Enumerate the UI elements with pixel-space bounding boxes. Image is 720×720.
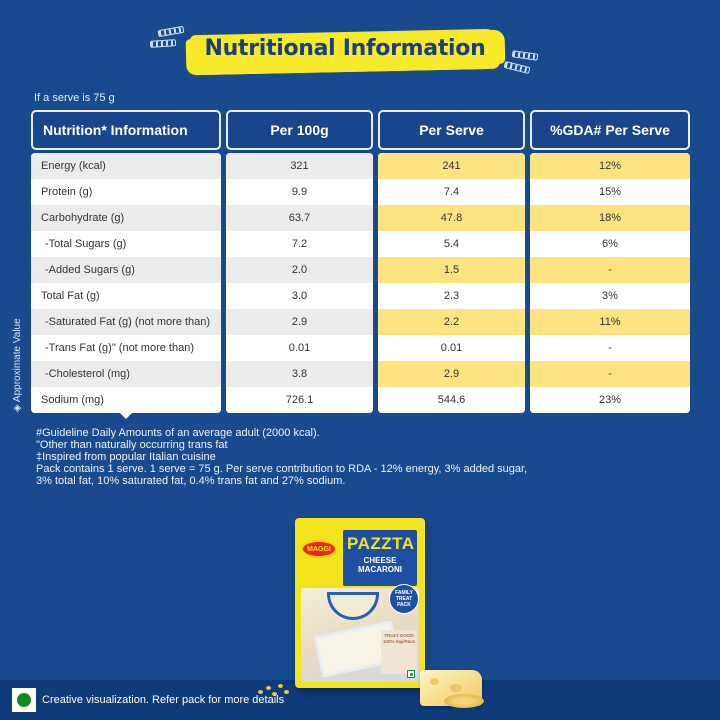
per-serve-value: 2.9: [378, 361, 525, 387]
pasta-decoration-icon: [511, 50, 539, 61]
per-serve-value: 1.5: [378, 257, 525, 283]
column-body: 12% 15% 18% 6% - 3% 11% - - 23%: [530, 153, 690, 413]
gda-value: 18%: [530, 205, 690, 231]
veg-dot: [17, 693, 31, 707]
nutrient-name: -Added Sugars (g): [31, 257, 221, 283]
product-pack-image: MAGGI PAZZTA CHEESE MACARONI FAMILY TREA…: [295, 518, 425, 688]
family-pack-badge: FAMILY TREAT PACK: [389, 584, 419, 614]
column-gda: %GDA# Per Serve 12% 15% 18% 6% - 3% 11% …: [530, 110, 690, 413]
nutrient-name: Carbohydrate (g): [31, 205, 221, 231]
variant-name: CHEESE MACARONI: [345, 556, 415, 574]
per-serve-value: 7.4: [378, 179, 525, 205]
column-per-serve: Per Serve 241 7.4 47.8 5.4 1.5 2.3 2.2 0…: [378, 110, 525, 413]
footnote-italian: ‡Inspired from popular Italian cuisine: [36, 451, 216, 463]
brand-box: [343, 530, 417, 586]
column-header-gda: %GDA# Per Serve: [530, 110, 690, 150]
per-100g-value: 0.01: [226, 335, 373, 361]
footnote-pack-line1: Pack contains 1 serve. 1 serve = 75 g. P…: [36, 463, 528, 475]
column-nutrient: Nutrition* Information Energy (kcal) Pro…: [31, 110, 221, 413]
column-body: Energy (kcal) Protein (g) Carbohydrate (…: [31, 153, 221, 413]
footnote-gda: #Guideline Daily Amounts of an average a…: [36, 427, 320, 439]
column-header-per-100g: Per 100g: [226, 110, 373, 150]
nutrient-name: -Saturated Fat (g) (not more than): [31, 309, 221, 335]
truly-good-tag: TRULY GOOD 100% Suji/Rava: [381, 630, 417, 674]
gda-value: 6%: [530, 231, 690, 257]
per-serve-value: 241: [378, 153, 525, 179]
corn-kernel-icon: [284, 690, 289, 694]
per-100g-value: 9.9: [226, 179, 373, 205]
footer-disclaimer: Creative visualization. Refer pack for m…: [42, 694, 285, 706]
table-pointer-notch: [120, 413, 132, 419]
corn-kernel-icon: [266, 686, 271, 690]
column-per-100g: Per 100g 321 9.9 63.7 7.2 2.0 3.0 2.9 0.…: [226, 110, 373, 413]
per-serve-value: 2.3: [378, 283, 525, 309]
corn-kernel-icon: [272, 692, 277, 696]
column-body: 241 7.4 47.8 5.4 1.5 2.3 2.2 0.01 2.9 54…: [378, 153, 525, 413]
nutrient-name: Energy (kcal): [31, 153, 221, 179]
per-serve-value: 0.01: [378, 335, 525, 361]
pasta-decoration-icon: [157, 25, 185, 38]
per-100g-value: 63.7: [226, 205, 373, 231]
title-banner: Nutritional Information: [149, 24, 560, 80]
serve-note: If a serve is 75 g: [34, 92, 115, 104]
veg-symbol-icon: [12, 688, 36, 712]
column-header-per-serve: Per Serve: [378, 110, 525, 150]
nutrient-name: Total Fat (g): [31, 283, 221, 309]
veg-mark-icon: [407, 670, 415, 678]
per-100g-value: 3.0: [226, 283, 373, 309]
column-header-nutrition: Nutrition* Information: [31, 110, 221, 150]
variant-line1: CHEESE: [363, 556, 397, 565]
grated-cheese-icon: [444, 694, 484, 708]
approximate-value-label: ◈ Approximate Value: [12, 318, 23, 412]
nutrient-name: -Trans Fat (g)" (not more than): [31, 335, 221, 361]
per-100g-value: 7.2: [226, 231, 373, 257]
per-serve-value: 544.6: [378, 387, 525, 413]
gda-value: -: [530, 361, 690, 387]
per-serve-value: 47.8: [378, 205, 525, 231]
gda-value: -: [530, 335, 690, 361]
footnote-pack-line2: 3% total fat, 10% saturated fat, 0.4% tr…: [36, 475, 346, 487]
per-100g-value: 2.0: [226, 257, 373, 283]
per-100g-value: 726.1: [226, 387, 373, 413]
pasta-decoration-icon: [503, 60, 531, 75]
gda-value: 11%: [530, 309, 690, 335]
variant-line2: MACARONI: [358, 565, 402, 574]
footnotes: #Guideline Daily Amounts of an average a…: [36, 427, 527, 487]
per-serve-value: 2.2: [378, 309, 525, 335]
per-100g-value: 2.9: [226, 309, 373, 335]
per-serve-value: 5.4: [378, 231, 525, 257]
nutrient-name: Sodium (mg): [31, 387, 221, 413]
gda-value: 15%: [530, 179, 690, 205]
per-100g-value: 3.8: [226, 361, 373, 387]
nutrient-name: Protein (g): [31, 179, 221, 205]
page-title: Nutritional Information: [204, 36, 486, 61]
corn-kernel-icon: [278, 684, 283, 688]
per-100g-value: 321: [226, 153, 373, 179]
corn-kernel-icon: [258, 690, 263, 694]
brand-name: PAZZTA: [347, 534, 415, 553]
pasta-decoration-icon: [149, 39, 177, 48]
maggi-logo: MAGGI: [301, 540, 337, 558]
gda-value: 3%: [530, 283, 690, 309]
nutrient-name: -Total Sugars (g): [31, 231, 221, 257]
footnote-trans-fat: "Other than naturally occurring trans fa…: [36, 439, 228, 451]
gda-value: 23%: [530, 387, 690, 413]
column-body: 321 9.9 63.7 7.2 2.0 3.0 2.9 0.01 3.8 72…: [226, 153, 373, 413]
gda-value: -: [530, 257, 690, 283]
gda-value: 12%: [530, 153, 690, 179]
nutrient-name: -Cholesterol (mg): [31, 361, 221, 387]
